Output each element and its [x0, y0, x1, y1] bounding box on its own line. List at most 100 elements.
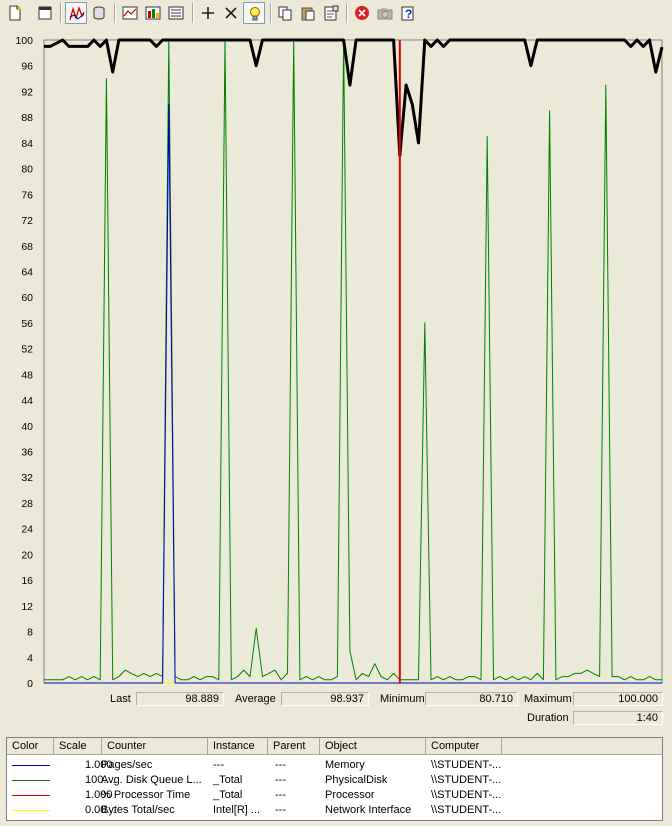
y-tick-label: 68	[21, 241, 33, 253]
column-header-counter[interactable]: Counter	[102, 738, 208, 754]
column-header-instance[interactable]: Instance	[208, 738, 268, 754]
legend-row[interactable]: 1.000 % Processor Time _Total --- Proces…	[7, 788, 662, 803]
freeze-display-button[interactable]	[351, 2, 373, 24]
y-tick-label: 8	[27, 627, 33, 639]
view-current-activity-button[interactable]	[65, 2, 87, 24]
legend-row[interactable]: 0.00... Bytes Total/sec Intel[R] ... ---…	[7, 803, 662, 818]
object-cell: Network Interface	[325, 804, 412, 816]
legend-header: Color Scale Counter Instance Parent Obje…	[7, 738, 662, 755]
scale-cell: 1.000	[85, 789, 113, 801]
freeze-display-icon	[355, 6, 369, 20]
column-header-color[interactable]: Color	[7, 738, 54, 754]
new-counter-set-icon	[9, 5, 21, 21]
y-tick-label: 52	[21, 344, 33, 356]
duration-label: Duration	[527, 712, 569, 724]
instance-cell: ---	[213, 759, 224, 771]
highlight-icon	[250, 7, 260, 21]
counter-legend: Color Scale Counter Instance Parent Obje…	[6, 737, 663, 821]
highlight-button[interactable]	[243, 2, 265, 24]
y-tick-label: 96	[21, 61, 33, 73]
delete-counter-button[interactable]	[220, 2, 242, 24]
y-tick-label: 24	[21, 524, 33, 536]
clear-display-button[interactable]	[34, 2, 56, 24]
graph-panel: 0 4 8 12 16 20 24 28 32 36 40 44 48 52 56 60 64 68 72 76 80 8…	[0, 26, 672, 688]
y-tick-label: 80	[21, 164, 33, 176]
computer-cell: \\STUDENT-...	[431, 774, 502, 786]
object-cell: Memory	[325, 759, 365, 771]
add-counter-icon	[202, 7, 214, 19]
properties-button[interactable]	[320, 2, 342, 24]
minimum-value: 80.710	[425, 692, 518, 706]
last-value: 98.889	[136, 692, 224, 706]
computer-cell: \\STUDENT-...	[431, 789, 502, 801]
minimum-label: Minimum	[380, 693, 425, 705]
parent-cell: ---	[275, 774, 286, 786]
legend-row[interactable]: 1.000 Pages/sec --- --- Memory \\STUDENT…	[7, 758, 662, 773]
maximum-label: Maximum	[524, 693, 572, 705]
view-histogram-icon	[145, 6, 161, 20]
toolbar: ?	[0, 0, 672, 26]
color-swatch	[12, 795, 50, 796]
y-tick-label: 92	[21, 86, 33, 98]
y-tick-label: 0	[27, 678, 33, 688]
computer-cell: \\STUDENT-...	[431, 759, 502, 771]
clear-display-icon	[38, 6, 52, 20]
series-line-processor-time	[44, 38, 664, 158]
y-tick-label: 12	[21, 601, 33, 613]
computer-cell: \\STUDENT-...	[431, 804, 502, 816]
update-data-button[interactable]	[374, 2, 396, 24]
last-label: Last	[110, 693, 131, 705]
y-tick-label: 36	[21, 447, 33, 459]
column-header-scale[interactable]: Scale	[54, 738, 102, 754]
y-tick-label: 56	[21, 318, 33, 330]
y-tick-label: 16	[21, 575, 33, 587]
column-header-computer[interactable]: Computer	[426, 738, 502, 754]
object-cell: Processor	[325, 789, 375, 801]
legend-row[interactable]: 100.... Avg. Disk Queue L... _Total --- …	[7, 773, 662, 788]
paste-counter-list-button[interactable]	[297, 2, 319, 24]
plot-area	[43, 39, 663, 684]
help-button[interactable]: ?	[397, 2, 419, 24]
y-tick-label: 88	[21, 112, 33, 124]
object-cell: PhysicalDisk	[325, 774, 388, 786]
color-swatch	[12, 765, 50, 766]
series-line-avg-disk-queue-length	[44, 39, 662, 681]
y-tick-label: 84	[21, 138, 33, 150]
instance-cell: Intel[R] ...	[213, 804, 261, 816]
new-counter-set-button[interactable]	[4, 2, 26, 24]
update-data-icon	[377, 8, 393, 20]
svg-text:?: ?	[405, 7, 412, 21]
value-bar: Last 98.889 Average 98.937 Minimum 80.71…	[0, 690, 672, 730]
copy-properties-icon	[278, 6, 292, 21]
series-line-pages-sec	[44, 103, 662, 684]
add-counter-button[interactable]	[197, 2, 219, 24]
parent-cell: ---	[275, 804, 286, 816]
scale-cell: 1.000	[85, 759, 113, 771]
view-histogram-button[interactable]	[142, 2, 164, 24]
y-tick-label: 28	[21, 498, 33, 510]
copy-properties-button[interactable]	[274, 2, 296, 24]
column-header-parent[interactable]: Parent	[268, 738, 320, 754]
color-swatch	[12, 780, 50, 781]
scale-cell: 100....	[85, 774, 116, 786]
y-tick-label: 72	[21, 215, 33, 227]
counter-cell: Avg. Disk Queue L...	[101, 774, 202, 786]
instance-cell: _Total	[213, 774, 243, 786]
column-header-object[interactable]: Object	[320, 738, 426, 754]
line-chart: 0481216202428323640444852566064687276808…	[15, 35, 664, 688]
instance-cell: _Total	[213, 789, 243, 801]
y-tick-label: 64	[21, 266, 33, 278]
duration-value: 1:40	[573, 711, 663, 725]
parent-cell: ---	[275, 759, 286, 771]
delete-counter-icon	[225, 7, 237, 19]
view-graph-button[interactable]	[119, 2, 141, 24]
counter-cell: % Processor Time	[101, 789, 191, 801]
average-label: Average	[235, 693, 276, 705]
view-current-activity-icon	[69, 6, 85, 21]
view-report-icon	[168, 6, 184, 20]
view-log-data-button[interactable]	[88, 2, 110, 24]
y-tick-label: 20	[21, 549, 33, 561]
properties-icon	[324, 5, 339, 21]
maximum-value: 100.000	[573, 692, 663, 706]
view-report-button[interactable]	[165, 2, 187, 24]
